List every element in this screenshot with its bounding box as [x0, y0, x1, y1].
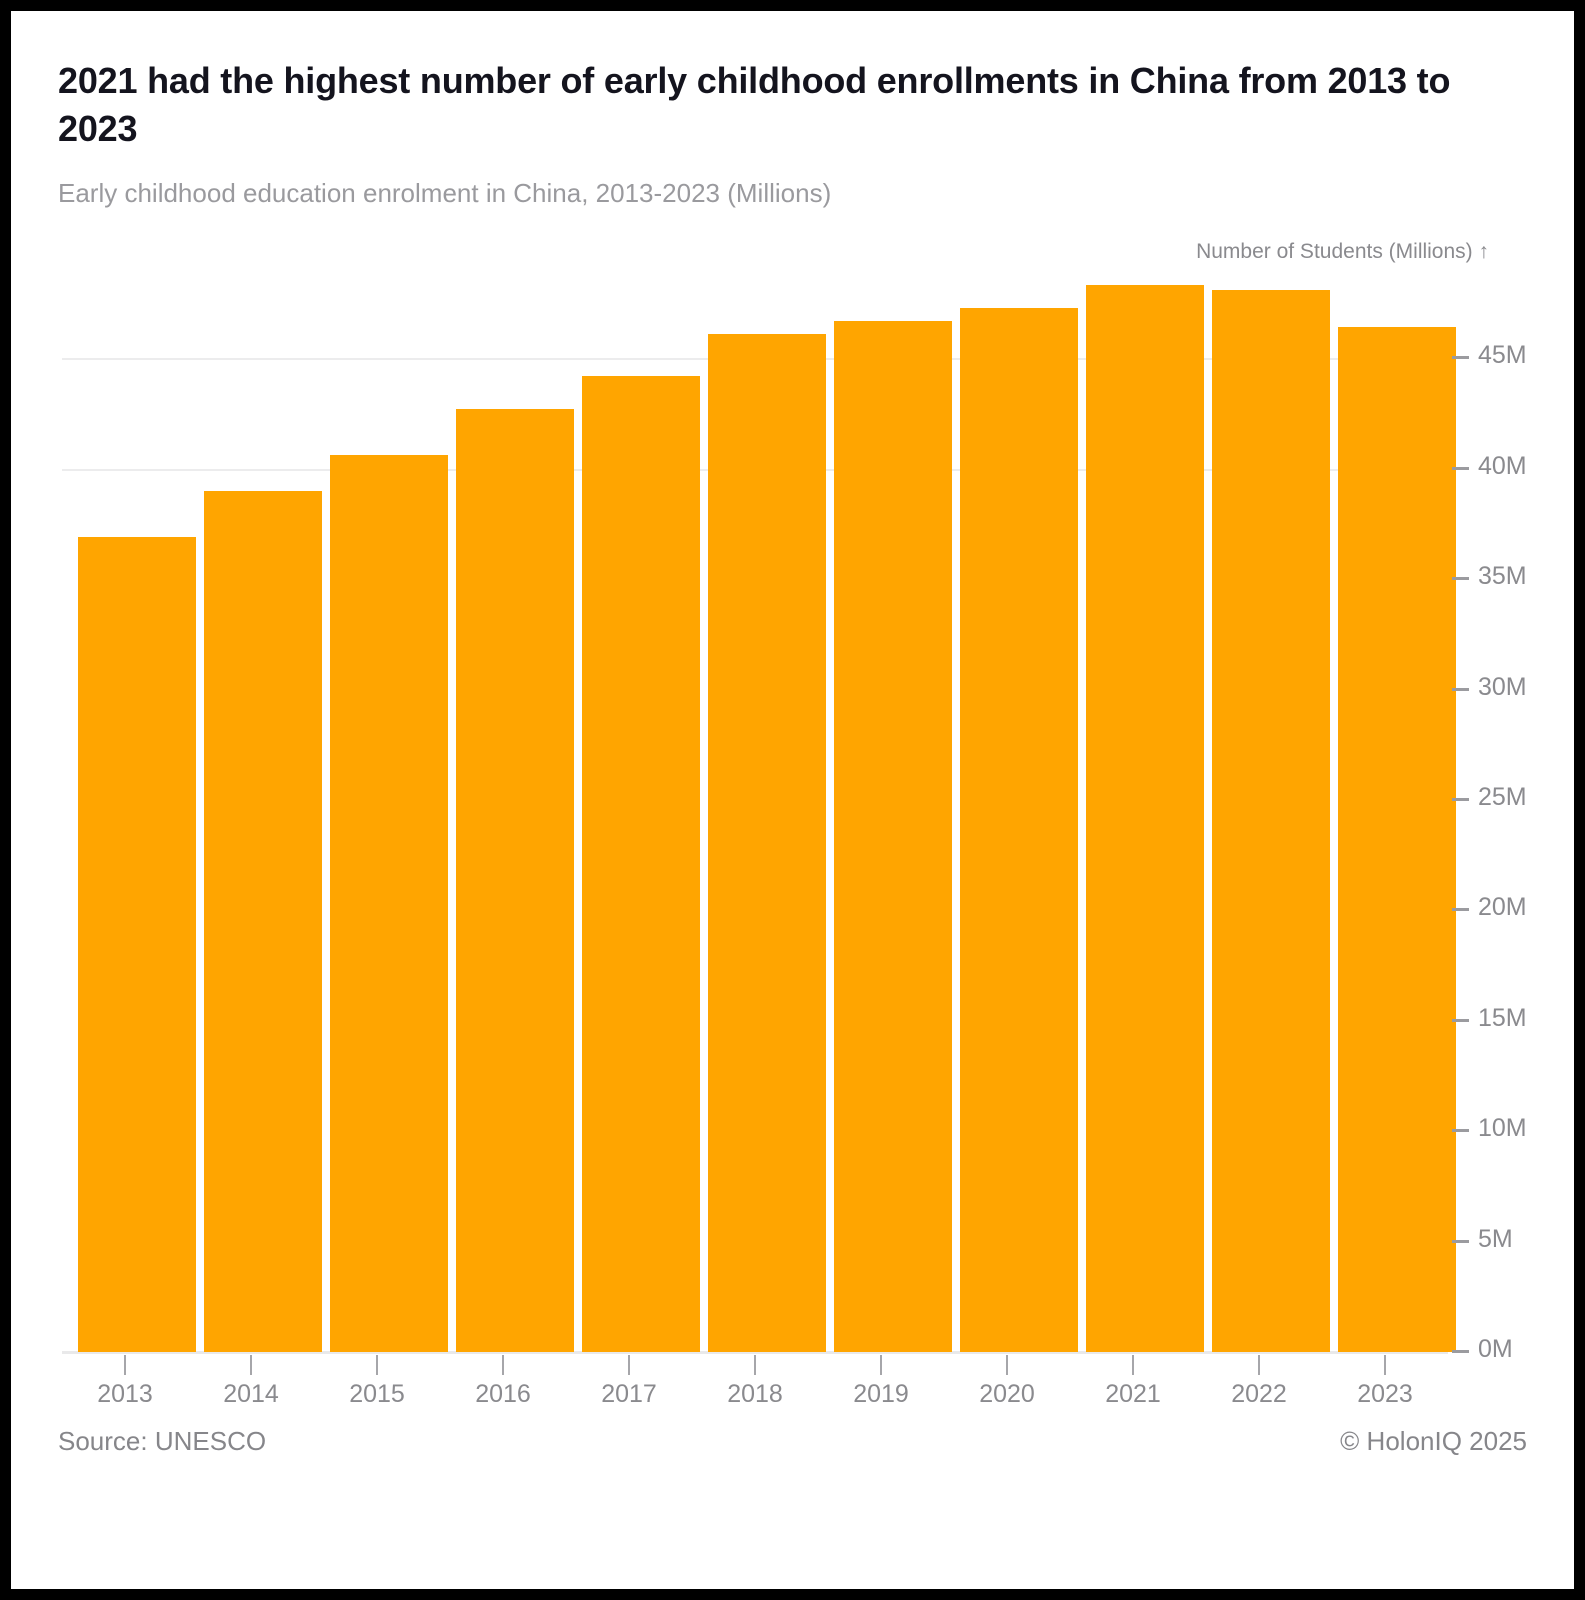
bar-2019[interactable] [834, 320, 952, 1352]
y-tick-dash-icon [1452, 577, 1469, 581]
x-tick-dash-icon [880, 1355, 882, 1375]
x-tick-label: 2016 [475, 1380, 531, 1408]
x-tick-label: 2013 [97, 1380, 153, 1408]
x-axis: 2013 2014 2015 2016 2017 2018 2019 2020 2021 2022… [62, 1352, 1448, 1432]
y-tick-label: 15M [1478, 1003, 1527, 1032]
bar-2021[interactable] [1086, 285, 1204, 1352]
bar-2018[interactable] [708, 334, 826, 1352]
x-tick-dash-icon [1258, 1355, 1260, 1375]
x-tick-dash-icon [628, 1355, 630, 1375]
bar-2017[interactable] [582, 375, 700, 1352]
plot-area: 0M 5M 10M 15M 20M 25M 30M 35M 40M 45M [62, 281, 1527, 1363]
x-tick-label: 2015 [349, 1380, 405, 1408]
chart-card: 2021 had the highest number of early chi… [11, 11, 1574, 1589]
x-tick-dash-icon [1006, 1355, 1008, 1375]
x-tick-label: 2020 [979, 1380, 1035, 1408]
x-tick-label: 2019 [853, 1380, 909, 1408]
x-tick-label: 2017 [601, 1380, 657, 1408]
y-tick-dash-icon [1452, 908, 1469, 912]
y-tick-dash-icon [1452, 687, 1469, 691]
y-tick-dash-icon [1452, 1129, 1469, 1133]
x-tick-dash-icon [1384, 1355, 1386, 1375]
y-axis-title: Number of Students (Millions) ↑ [1196, 240, 1489, 263]
page-title: 2021 had the highest number of early chi… [58, 60, 1451, 149]
y-tick-dash-icon [1452, 1350, 1469, 1353]
y-tick-label: 45M [1478, 341, 1527, 370]
y-axis-ticks: 0M 5M 10M 15M 20M 25M 30M 35M 40M 45M [1448, 281, 1527, 1363]
y-tick-label: 25M [1478, 782, 1527, 811]
x-tick-dash-icon [250, 1355, 252, 1375]
y-tick-dash-icon [1452, 1239, 1469, 1243]
x-tick-label: 2021 [1105, 1380, 1161, 1408]
bar-2020[interactable] [960, 307, 1078, 1352]
source-note: Source: UNESCO [58, 1426, 267, 1456]
bar-2022[interactable] [1212, 289, 1330, 1352]
y-tick-label: 0M [1478, 1335, 1513, 1363]
x-tick-label: 2022 [1231, 1380, 1287, 1408]
x-tick-dash-icon [754, 1355, 756, 1375]
chart-subtitle: Early childhood education enrolment in C… [58, 178, 832, 208]
x-tick-dash-icon [124, 1355, 126, 1375]
bar-2015[interactable] [330, 455, 448, 1352]
copyright-note: © HolonIQ 2025 [1340, 1426, 1527, 1456]
y-tick-label: 35M [1478, 562, 1527, 591]
bar-2013[interactable] [78, 537, 196, 1352]
bar-2014[interactable] [204, 490, 322, 1352]
y-tick-label: 40M [1478, 451, 1527, 480]
bar-series [62, 281, 1456, 1352]
x-tick-dash-icon [1132, 1355, 1134, 1375]
y-tick-label: 10M [1478, 1114, 1527, 1143]
y-tick-label: 30M [1478, 672, 1527, 701]
y-tick-dash-icon [1452, 466, 1469, 470]
x-tick-label: 2014 [223, 1380, 279, 1408]
x-tick-dash-icon [376, 1355, 378, 1375]
y-tick-dash-icon [1452, 1018, 1469, 1022]
x-tick-label: 2018 [727, 1380, 783, 1408]
y-tick-dash-icon [1452, 356, 1469, 360]
bar-2016[interactable] [456, 409, 574, 1352]
x-tick-dash-icon [502, 1355, 504, 1375]
x-tick-label: 2023 [1357, 1380, 1413, 1408]
y-tick-dash-icon [1452, 797, 1469, 801]
axis-baseline [62, 1351, 1448, 1354]
y-tick-label: 5M [1478, 1224, 1513, 1253]
bar-2023[interactable] [1338, 327, 1456, 1352]
y-tick-label: 20M [1478, 893, 1527, 922]
